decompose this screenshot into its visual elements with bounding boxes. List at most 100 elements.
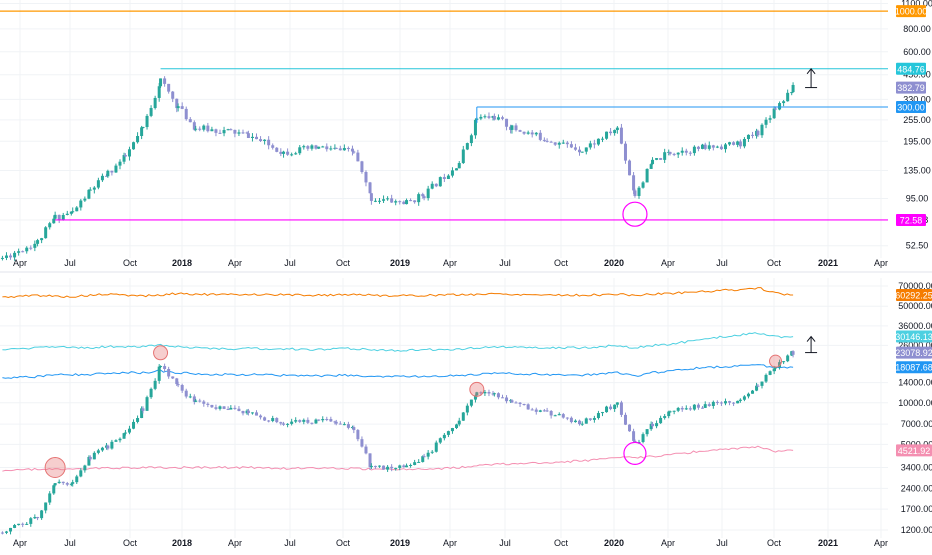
candle-body	[405, 465, 409, 468]
candle-body	[118, 161, 122, 166]
candle-body	[245, 132, 249, 134]
candle-body	[25, 523, 29, 525]
candle-body	[310, 145, 314, 149]
bottom-x-tick: Oct	[336, 538, 351, 548]
candle-body	[457, 420, 461, 425]
candle-body	[672, 410, 676, 412]
top-x-tick: Oct	[554, 258, 569, 268]
candle-body	[282, 423, 286, 425]
value-label: 30146.13	[895, 332, 932, 342]
candle-body	[461, 412, 465, 421]
touch-circle	[469, 381, 485, 397]
candle-body	[778, 103, 782, 110]
candle-body	[360, 161, 364, 172]
touch-circle	[153, 345, 169, 361]
candle-body	[96, 450, 100, 453]
candle-body	[275, 418, 279, 423]
candle-body	[479, 392, 483, 394]
candle-body	[542, 139, 546, 141]
candle-body	[732, 142, 736, 145]
value-label-bg	[896, 346, 932, 359]
candle-body	[465, 143, 469, 150]
candle-body	[588, 418, 592, 420]
candle-body	[226, 129, 230, 131]
candle-body	[188, 119, 192, 123]
candle-body	[302, 146, 306, 148]
bottom-x-tick: Apr	[13, 538, 27, 548]
candle-body	[394, 467, 398, 469]
candle-body	[122, 155, 126, 162]
candle-body	[613, 404, 617, 410]
candle-body	[123, 432, 127, 434]
candle-body	[250, 412, 254, 414]
candle-body	[92, 452, 96, 460]
value-label: 18087.68	[895, 363, 932, 373]
candle-body	[206, 125, 210, 132]
candle-body	[496, 117, 500, 120]
candle-body	[71, 482, 75, 484]
candle-body	[79, 470, 83, 477]
candle-body	[0, 257, 4, 259]
candle-body	[210, 129, 214, 132]
candle-body	[719, 402, 723, 404]
candle-body	[364, 171, 368, 183]
candle-body	[623, 143, 627, 161]
candle-body	[711, 145, 715, 148]
candle-body	[719, 146, 723, 150]
candle-body	[140, 127, 144, 136]
candle-body	[259, 139, 263, 141]
candle-body	[426, 188, 430, 199]
candle-body	[302, 419, 306, 422]
candle-body	[700, 144, 704, 149]
candle-body	[100, 447, 104, 451]
candle-body	[715, 401, 719, 403]
candle-body	[294, 153, 298, 155]
candle-body	[298, 147, 302, 154]
price-label-bg	[896, 81, 926, 94]
candle-body	[79, 200, 83, 208]
bottom-y-tick: 14000.00	[898, 378, 932, 388]
candle-body	[369, 465, 373, 467]
candle-body	[321, 419, 325, 421]
candle-body	[271, 145, 275, 148]
candle-body	[29, 247, 33, 249]
top-y-tick: 330.00	[903, 94, 931, 104]
candle-body	[290, 154, 294, 156]
candle-body	[57, 481, 61, 484]
candle-body	[746, 393, 750, 397]
top-y-tick: 95.00	[906, 194, 929, 204]
value-label-bg	[896, 330, 932, 343]
candle-body	[352, 427, 356, 431]
candle-body	[500, 117, 504, 119]
candle-body	[628, 160, 632, 176]
series-line-30146.13	[2, 332, 794, 352]
candle-body	[692, 146, 696, 154]
candle-body	[742, 139, 746, 147]
candle-body	[259, 415, 263, 418]
candle-body	[141, 408, 145, 411]
candle-body	[373, 200, 377, 202]
candle-body	[483, 116, 487, 118]
candle-body	[314, 145, 318, 149]
candle-body	[132, 421, 136, 429]
candle-body	[655, 158, 659, 160]
candle-body	[255, 136, 259, 140]
price-label-bg	[896, 100, 926, 113]
candle-body	[430, 451, 434, 453]
bottom-x-tick: Jul	[284, 538, 296, 548]
candle-body	[202, 125, 206, 130]
bottom-y-tick: 50000.00	[898, 301, 932, 311]
candle-body	[530, 132, 534, 135]
candle-body	[545, 140, 549, 142]
top-x-tick: Jul	[716, 258, 728, 268]
candle-body	[672, 153, 676, 155]
candle-body	[356, 430, 360, 440]
candle-body	[755, 385, 759, 391]
candle-body	[538, 410, 542, 412]
candle-body	[605, 406, 609, 413]
candle-body	[229, 407, 233, 410]
candle-body	[40, 238, 44, 241]
candle-body	[222, 406, 226, 409]
bottom-y-tick: 70000.00	[898, 281, 932, 291]
